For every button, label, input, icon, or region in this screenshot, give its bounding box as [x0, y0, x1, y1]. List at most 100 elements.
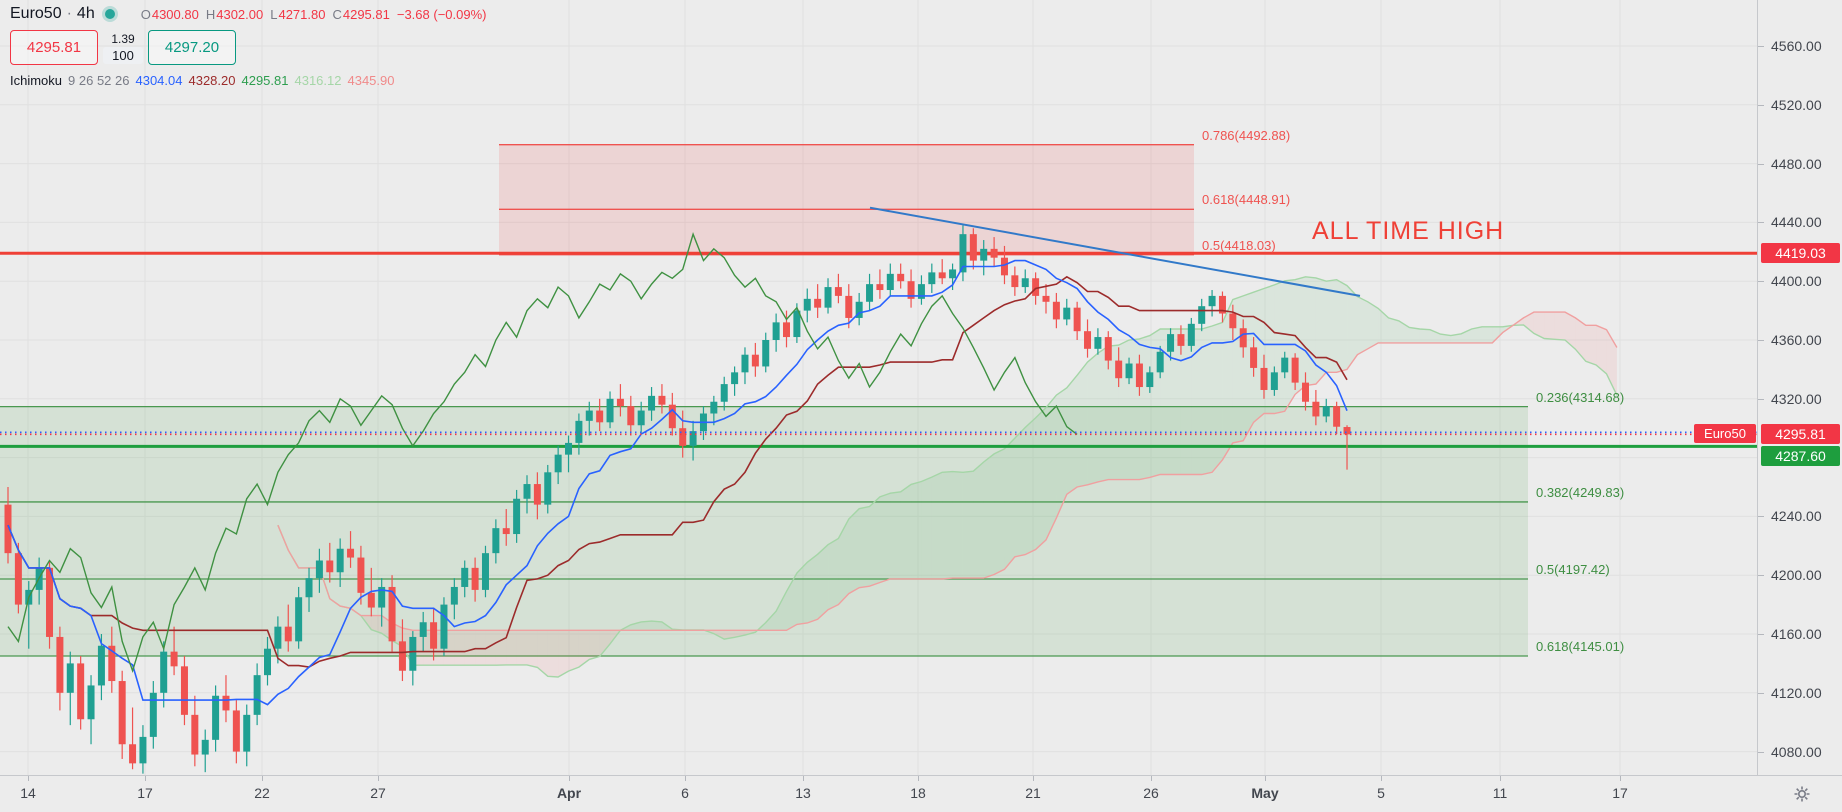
y-axis-tick [1758, 692, 1764, 694]
candle-body [897, 273, 905, 282]
chart-plot-area[interactable] [0, 0, 1757, 775]
candle-body [1011, 275, 1019, 288]
candle-body [679, 428, 687, 446]
sell-button[interactable]: 4295.81 [10, 30, 98, 65]
indicator-value-base: 4328.20 [188, 73, 236, 88]
candle-body [336, 548, 344, 573]
x-axis-label: 11 [1492, 785, 1508, 801]
candle-body [1094, 337, 1102, 349]
fib-lower-label[interactable]: 0.382(4249.83) [1536, 484, 1625, 500]
ohlc-values: O 4300.80 H 4302.00 L 4271.80 C 4295.81 −3.6… [141, 7, 487, 22]
candle-body [793, 310, 801, 338]
candle-body [1312, 401, 1320, 417]
buy-button[interactable]: 4297.20 [148, 30, 236, 65]
y-axis-tick [1758, 222, 1764, 224]
symbol-name[interactable]: Euro50 [10, 5, 62, 22]
candle-body [1063, 307, 1071, 320]
x-axis-tick [918, 776, 919, 781]
candle-body [191, 714, 199, 755]
candle-body [430, 622, 438, 649]
price-axis[interactable]: 4419.03 4295.81 4287.60 4560.00 4520.00 44… [1757, 0, 1842, 775]
candle-body [658, 395, 666, 405]
candle-body [1125, 363, 1133, 379]
candle-body [980, 248, 988, 261]
symbol-price-chip[interactable]: Euro50 [1694, 424, 1756, 444]
x-axis-label: 17 [1612, 785, 1628, 801]
y-axis-tick [1758, 634, 1764, 635]
candle-body [1208, 295, 1216, 307]
candle-body [1052, 301, 1060, 320]
candle-body [1146, 372, 1154, 388]
candle-body [409, 636, 417, 671]
x-axis-label: 22 [254, 785, 270, 801]
candle-body [949, 269, 957, 279]
open-label: O [140, 6, 151, 22]
x-axis-tick [803, 776, 804, 781]
fib-upper-label[interactable]: 0.5(4418.03) [1202, 237, 1276, 253]
candle-body [201, 739, 209, 755]
all-time-high-text[interactable]: ALL TIME HIGH [1312, 217, 1505, 245]
open-value: 4300.80 [151, 6, 199, 22]
candle-body [284, 626, 292, 642]
candle-body [1187, 323, 1195, 346]
candle-body [129, 744, 137, 764]
descending-trendline[interactable] [869, 206, 1361, 297]
low-value: 4271.80 [278, 6, 326, 22]
candle-body [149, 692, 157, 737]
candle-body [648, 395, 656, 411]
x-axis-tick [145, 776, 146, 781]
x-axis-tick [1620, 776, 1621, 781]
close-value: 4295.81 [342, 6, 390, 22]
fib-upper-zone [499, 144, 1194, 255]
candle-body [305, 578, 313, 598]
candle-body [1322, 406, 1330, 417]
x-axis-label: 17 [137, 785, 153, 801]
x-axis-tick [378, 776, 379, 781]
candle-body [1073, 307, 1081, 332]
axis-settings-gear-icon[interactable] [1792, 784, 1812, 804]
fib-upper-label[interactable]: 0.618(4448.91) [1202, 192, 1291, 208]
candle-body [1239, 328, 1247, 348]
fib-upper-label[interactable]: 0.786(4492.88) [1202, 127, 1291, 143]
candle-body [585, 410, 593, 421]
x-axis-tick [1151, 776, 1152, 781]
chikou-line [7, 232, 1078, 674]
candle-body [710, 401, 718, 414]
fib-lower-label[interactable]: 0.236(4314.68) [1536, 389, 1625, 405]
candle-body [367, 592, 375, 608]
candle-body [1167, 334, 1175, 352]
candle-body [139, 736, 147, 764]
candle-body [637, 410, 645, 426]
timeframe[interactable]: 4h [76, 5, 95, 22]
y-axis-tick [1758, 46, 1764, 47]
y-axis-label: 4520.00 [1771, 96, 1822, 113]
candle-body [315, 560, 323, 579]
candle-body [596, 410, 604, 423]
candle-body [87, 685, 95, 720]
close-label: C [332, 6, 342, 22]
candle-body [689, 431, 697, 446]
chart-legend: Euro50 · 4h O 4300.80 H 4302.00 L 4271.80 C… [10, 5, 486, 88]
fib-lower-label[interactable]: 0.618(4145.01) [1536, 639, 1625, 655]
candle-body [1084, 331, 1092, 349]
y-axis-label: 4480.00 [1771, 155, 1822, 172]
candle-body [533, 484, 541, 505]
candle-body [56, 636, 64, 693]
candle-body [347, 548, 355, 558]
time-axis[interactable]: 14 17 22 27 Apr 6 13 18 21 26 May 5 11 17 [0, 775, 1842, 812]
candle-body [1333, 406, 1341, 427]
x-axis-label: 21 [1025, 785, 1041, 801]
x-axis-label: 13 [795, 785, 811, 801]
candle-body [886, 273, 894, 291]
candle-body [938, 272, 946, 279]
candle-body [46, 567, 54, 637]
x-axis-tick [1381, 776, 1382, 781]
y-axis-label: 4400.00 [1771, 273, 1822, 290]
quantity-field[interactable]: 100 [103, 46, 143, 64]
candle-body [845, 295, 853, 318]
candle-body [876, 284, 884, 291]
fib-lower-label[interactable]: 0.5(4197.42) [1536, 561, 1610, 577]
indicator-value-conversion: 4304.04 [135, 73, 183, 88]
indicator-legend-row[interactable]: Ichimoku 9 26 52 26 4304.04 4328.20 4295… [10, 73, 486, 88]
